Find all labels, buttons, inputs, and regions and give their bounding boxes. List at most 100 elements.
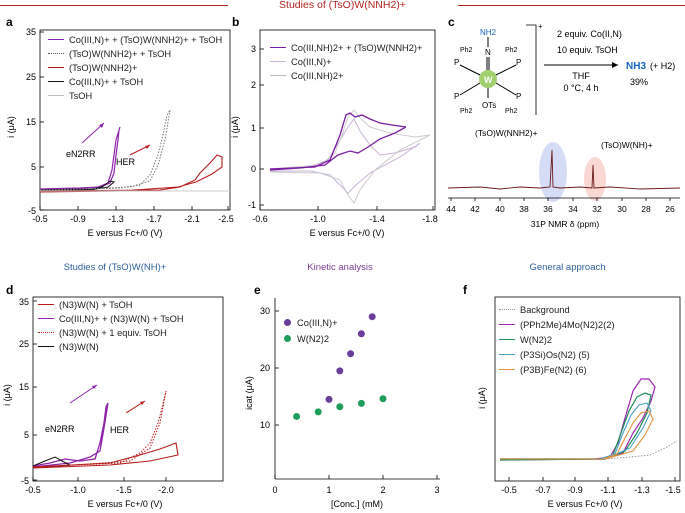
e-point-series-0 — [357, 330, 365, 338]
a-xtick: -2.1 — [184, 214, 200, 224]
a-ytick: 5 — [31, 162, 36, 172]
svg-text:-1.5: -1.5 — [665, 485, 681, 495]
svg-text:-0.5: -0.5 — [25, 485, 41, 495]
panel-f-label: f — [463, 283, 467, 297]
b-ytick: 0 — [251, 164, 256, 174]
panel-c-figure: NH2 N W OTs P P P P Ph2 Ph2 Ph2 Ph2 + 2 … — [446, 22, 681, 229]
reagent-2: 10 equiv. TsOH — [557, 45, 618, 55]
svg-text:P: P — [516, 92, 521, 101]
svg-text:Ph2: Ph2 — [505, 108, 518, 115]
panel-b-label: b — [232, 15, 240, 29]
conditions-temp: 0 °C, 4 h — [563, 83, 598, 93]
svg-text:-0.7: -0.7 — [535, 485, 551, 495]
f-xlabel: E versus Fc+/0 (V) — [548, 499, 623, 509]
f-legend-item: W(N2)2 — [499, 335, 552, 345]
ots-label: OTs — [482, 101, 496, 110]
a-xtick: -0.5 — [32, 214, 48, 224]
section-title-studies: Studies of (TsO)W(NH)+ — [63, 262, 167, 273]
svg-text:28: 28 — [641, 204, 651, 214]
svg-text:36: 36 — [543, 204, 553, 214]
product-extra: (+ H2) — [650, 61, 675, 71]
a-xlabel: E versus Fc+/0 (V) — [88, 228, 163, 238]
svg-text:25: 25 — [19, 339, 29, 349]
svg-text:P: P — [454, 92, 459, 101]
svg-text:35: 35 — [19, 297, 29, 307]
e-point-series-0 — [325, 395, 333, 403]
panel-a-label: a — [6, 15, 13, 29]
b-xtick: -1.0 — [310, 214, 326, 224]
svg-text:-5: -5 — [21, 476, 29, 486]
product-nh3: NH3 — [626, 61, 646, 72]
svg-text:42: 42 — [470, 204, 480, 214]
svg-text:+: + — [538, 22, 543, 31]
e-point-series-1 — [336, 403, 344, 411]
b-ytick: 3 — [251, 44, 256, 54]
f-legend-item: Background — [499, 305, 570, 315]
nmr-label-nh: (TsO)W(NH)+ — [601, 140, 653, 150]
a-annotation-her: HER — [116, 157, 136, 167]
e-ylabel: icat (μA) — [244, 376, 254, 410]
b-ylabel: i (μA) — [230, 116, 240, 138]
e-ytick: 30 — [260, 306, 270, 316]
f-ylabel: i (μA) — [477, 387, 487, 409]
svg-text:-2.0: -2.0 — [158, 485, 174, 495]
svg-text:5: 5 — [24, 430, 29, 440]
svg-text:-0.5: -0.5 — [501, 485, 517, 495]
e-ytick: 20 — [260, 363, 270, 373]
panel-e-label: e — [254, 283, 261, 297]
a-xtick: -1.7 — [146, 214, 162, 224]
e-legend-item: Co(III,N)+ — [284, 318, 338, 328]
svg-text:38: 38 — [519, 204, 529, 214]
b-legend-item: Co(III,NH)2+ + (TsO)W(NNH2)+ — [270, 43, 422, 53]
svg-text:-1.5: -1.5 — [116, 485, 132, 495]
svg-text:2: 2 — [380, 485, 385, 495]
b-ytick: 1 — [251, 123, 256, 133]
svg-text:Ph2: Ph2 — [460, 47, 473, 54]
svg-text:-1.0: -1.0 — [70, 485, 86, 495]
e-point-series-1 — [314, 408, 322, 416]
a-legend-item: Co(III,N)+ + TsOH — [48, 77, 143, 87]
a-ylabel: i (μA) — [6, 116, 16, 138]
a-legend-item: TsOH — [48, 91, 92, 101]
e-point-series-1 — [379, 395, 387, 403]
conditions-solvent: THF — [572, 71, 590, 81]
d-legend-item: (N3)W(N) — [38, 342, 99, 352]
reagent-1: 2 equiv. Co(II,N) — [557, 29, 622, 39]
panel-d-label: d — [6, 283, 14, 297]
c-xlabel: 31P NMR δ (ppm) — [531, 219, 600, 229]
a-legend-item: (TsO)W(NNH2)+ — [48, 63, 137, 73]
svg-text:0: 0 — [272, 485, 277, 495]
nmr-label-nnh2: (TsO)W(NNH2)+ — [475, 128, 538, 138]
svg-text:32: 32 — [592, 204, 602, 214]
figure-header-title: Studies of (TsO)W(NNH2)+ — [279, 0, 406, 11]
svg-text:34: 34 — [568, 204, 578, 214]
svg-text:-1.1: -1.1 — [600, 485, 616, 495]
d-annotation-her: HER — [110, 425, 130, 435]
a-ytick: 15 — [26, 117, 36, 127]
e-point-series-0 — [336, 367, 344, 375]
section-title-kinetic: Kinetic analysis — [307, 262, 373, 273]
svg-text:26: 26 — [665, 204, 675, 214]
svg-text:P: P — [516, 58, 521, 67]
nh2-label: NH2 — [480, 28, 497, 37]
d-xlabel: E versus Fc+/0 (V) — [88, 499, 163, 509]
e-point-series-1 — [293, 412, 301, 420]
f-legend-item: (P3Si)Os(N2) (5) — [499, 350, 590, 360]
a-ytick: 25 — [26, 72, 36, 82]
b-xtick: -1.4 — [369, 214, 385, 224]
svg-text:Ph2: Ph2 — [460, 108, 473, 115]
a-xtick: -1.3 — [108, 214, 124, 224]
b-xtick: -0.6 — [252, 214, 268, 224]
e-point-series-1 — [357, 399, 365, 407]
f-legend-item: (P3B)Fe(N2) (6) — [499, 365, 587, 375]
d-annotation-en2rr: eN2RR — [45, 424, 75, 434]
d-legend-item: Co(III,N)+ + (N3)W(N) + TsOH — [38, 314, 184, 324]
a-xtick: -2.5 — [218, 214, 234, 224]
b-xlabel: E versus Fc+/0 (V) — [310, 228, 385, 238]
a-legend-item: (TsO)W(NNH2)+ + TsOH — [48, 49, 171, 59]
svg-text:30: 30 — [617, 204, 627, 214]
b-xtick: -1.8 — [422, 214, 438, 224]
panel-d-plot: 35 25 15 5 -5 -0.5 -1.0 -1.5 -2.0 E vers… — [2, 296, 224, 509]
b-ytick: -1 — [248, 200, 256, 210]
product-yield: 39% — [630, 77, 648, 87]
